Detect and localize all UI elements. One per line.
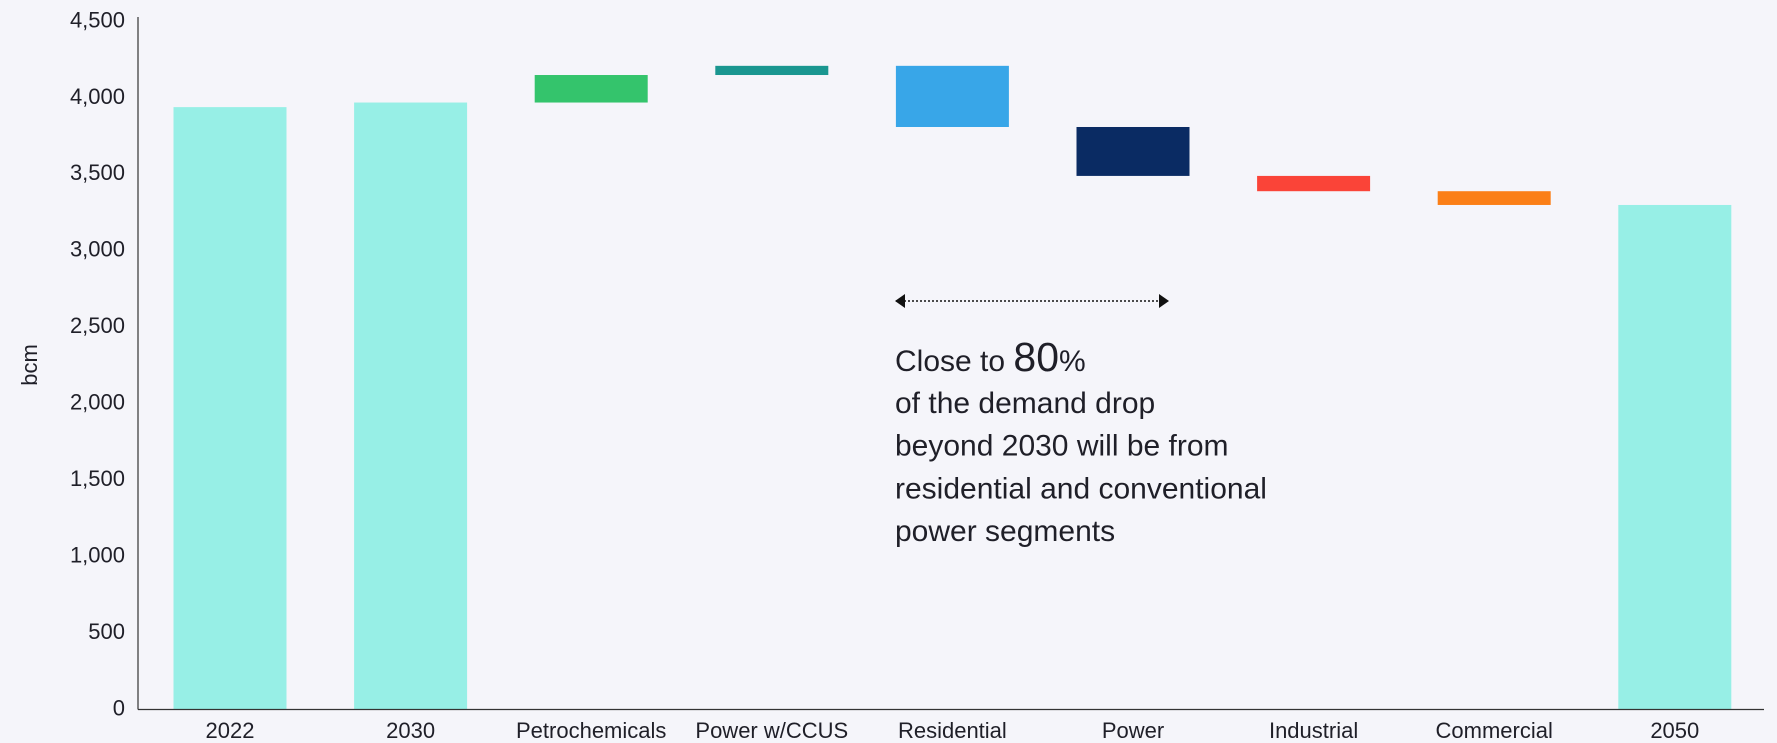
y-tick-label: 500	[88, 619, 125, 644]
annotation-number: 80	[1013, 334, 1059, 380]
y-tick-label: 2,500	[70, 313, 125, 338]
bar	[1076, 126, 1190, 176]
bar	[1618, 204, 1732, 710]
annotation-line: power segments	[895, 515, 1115, 548]
annotation-line: beyond 2030 will be from	[895, 430, 1229, 463]
x-tick-label: Industrial	[1269, 718, 1358, 743]
annotation-line: residential and conventional	[895, 472, 1267, 505]
bar	[715, 65, 829, 76]
bar	[1437, 191, 1551, 205]
y-tick-label: 4,000	[70, 84, 125, 109]
x-tick-label: Commercial	[1436, 718, 1553, 743]
annotation-headline: Close to 80%	[895, 334, 1086, 380]
y-tick-label: 2,000	[70, 390, 125, 415]
x-tick-label: Power w/CCUS	[695, 718, 848, 743]
bar	[534, 75, 648, 103]
bar	[895, 65, 1009, 127]
y-tick-label: 3,000	[70, 237, 125, 262]
annotation-prefix: Close to	[895, 345, 1013, 378]
x-tick-label: Residential	[898, 718, 1007, 743]
y-tick-label: 4,500	[70, 7, 125, 32]
x-tick-label: 2022	[206, 718, 255, 743]
annotation-unit: %	[1059, 345, 1086, 378]
y-tick-label: 3,500	[70, 160, 125, 185]
x-tick-label: 2030	[386, 718, 435, 743]
x-tick-label: Petrochemicals	[516, 718, 666, 743]
y-axis-label: bcm	[17, 344, 42, 386]
x-tick-label: Power	[1102, 718, 1164, 743]
x-tick-label: 2050	[1650, 718, 1699, 743]
bar	[173, 107, 287, 710]
bar	[1257, 175, 1371, 192]
bar	[354, 102, 468, 710]
y-tick-label: 1,000	[70, 542, 125, 567]
y-tick-label: 0	[113, 695, 125, 720]
annotation-line: of the demand drop	[895, 387, 1155, 420]
y-tick-label: 1,500	[70, 466, 125, 491]
